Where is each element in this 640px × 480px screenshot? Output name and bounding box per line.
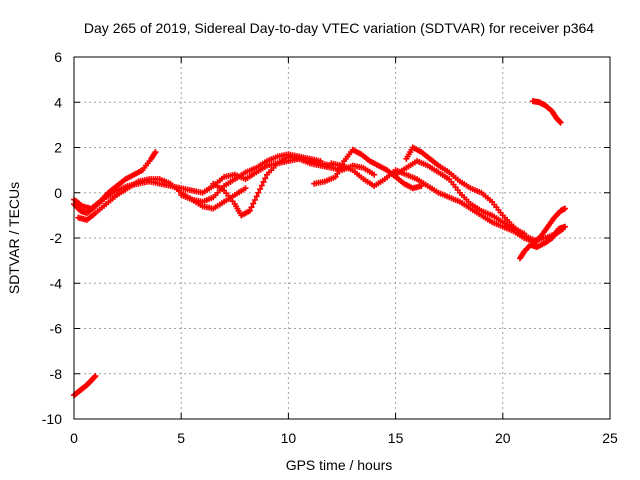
data-point	[92, 373, 99, 380]
x-tick-label: 25	[602, 430, 618, 446]
data-point	[317, 158, 324, 165]
data-point	[258, 182, 265, 189]
series-arc-afternoon-2	[328, 160, 538, 246]
y-tick-label: 6	[54, 49, 62, 65]
x-tick-label: 5	[177, 430, 185, 446]
data-point	[251, 196, 258, 203]
data-point	[253, 193, 260, 200]
y-tick-labels: -10 -8 -6 -4 -2 0 2 4 6	[42, 49, 62, 427]
x-tick-label: 0	[70, 430, 78, 446]
series-arc-afternoon-4	[392, 158, 528, 237]
series-arc-late-2	[531, 205, 568, 246]
data-point	[561, 205, 568, 212]
data-point	[262, 175, 269, 182]
plot-frame	[73, 56, 611, 420]
series-arc-late-1	[516, 223, 568, 262]
data-point	[257, 186, 264, 193]
x-tick-label: 15	[388, 430, 404, 446]
y-tick-label: 4	[54, 94, 62, 110]
data-point	[561, 223, 568, 230]
data-point	[332, 173, 339, 180]
series-arc-midday-2	[178, 151, 324, 205]
chart-title: Day 265 of 2019, Sidereal Day-to-day VTE…	[84, 20, 594, 36]
data-point	[246, 207, 253, 214]
x-tick-label: 10	[281, 430, 297, 446]
data-points	[71, 98, 568, 399]
y-tick-label: -4	[50, 275, 63, 291]
data-point	[250, 200, 257, 207]
x-axis-title: GPS time / hours	[286, 457, 393, 473]
data-point	[334, 170, 341, 177]
y-tick-label: -10	[42, 411, 62, 427]
series-arc-afternoon-3	[403, 144, 566, 244]
data-point	[371, 171, 378, 178]
data-point	[255, 189, 262, 196]
x-tick-labels: 0 5 10 15 20 25	[70, 430, 618, 446]
data-point	[260, 178, 267, 185]
data-point	[521, 230, 528, 237]
data-point	[91, 373, 98, 380]
y-tick-label: -6	[50, 321, 63, 337]
series-arc-late-high	[529, 98, 564, 126]
y-tick-label: -2	[50, 230, 63, 246]
y-tick-label: -8	[50, 366, 63, 382]
y-tick-label: 0	[54, 185, 62, 201]
data-point	[242, 185, 249, 192]
series-arc-early-low	[71, 373, 99, 399]
data-point	[152, 149, 159, 156]
y-axis-title: SDTVAR / TECUs	[6, 182, 22, 294]
x-tick-label: 20	[495, 430, 511, 446]
data-point	[557, 119, 564, 126]
data-point	[556, 118, 563, 125]
data-point	[248, 204, 255, 211]
series-arc-afternoon-1	[311, 146, 425, 192]
data-point	[335, 167, 342, 174]
y-tick-label: 2	[54, 140, 62, 156]
